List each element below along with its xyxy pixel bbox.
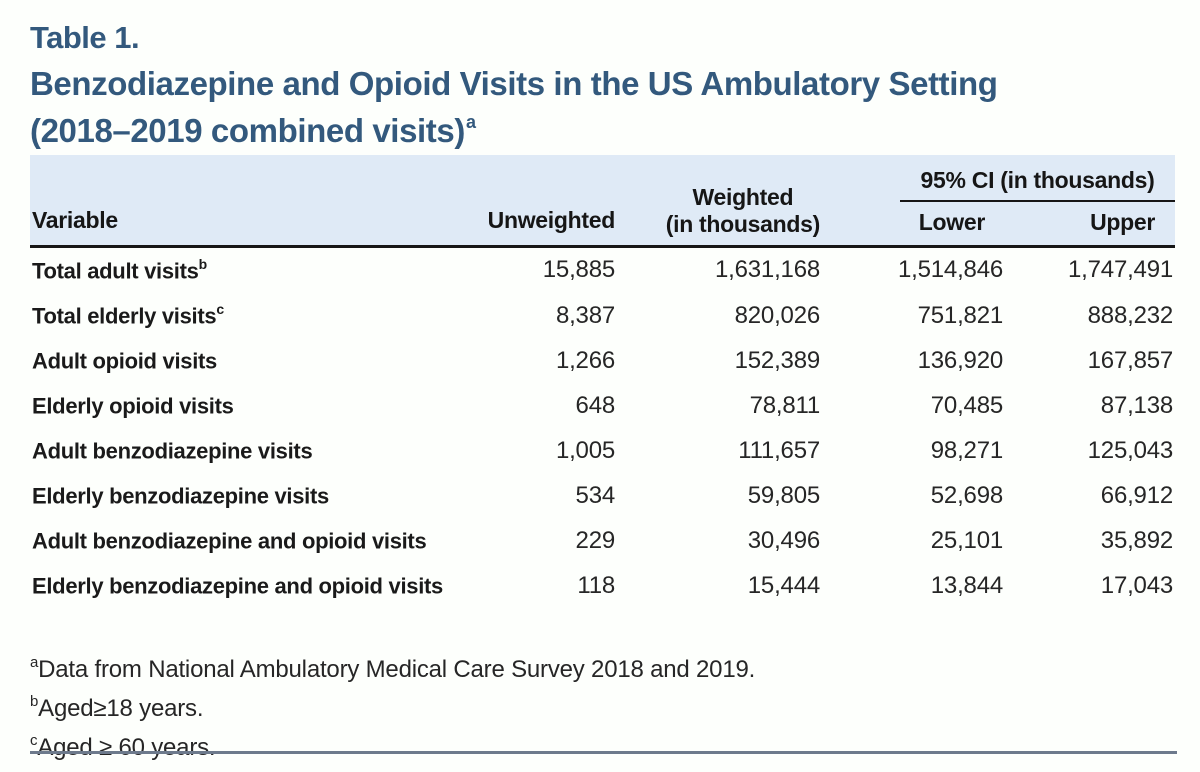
table-row: Elderly benzodiazepine visits 534 59,805… [30, 473, 1175, 518]
table-title-line2: (2018–2019 combined visits) [30, 112, 465, 149]
cell-unweighted: 15,885 [542, 256, 615, 284]
cell-weighted: 15,444 [747, 571, 820, 599]
cell-ci-lower: 70,485 [930, 391, 1003, 419]
column-header-ci-upper: Upper [1005, 202, 1176, 248]
cell-ci-lower: 52,698 [930, 481, 1003, 509]
row-variable: Elderly benzodiazepine visits [32, 483, 329, 509]
cell-unweighted: 648 [575, 391, 616, 419]
row-footnote-marker: b [198, 255, 208, 272]
table-title-line1: Benzodiazepine and Opioid Visits in the … [30, 65, 998, 102]
column-header-ci-group: 95% CI (in thousands) [822, 155, 1176, 202]
data-table: Variable Unweighted Weighted (in thousan… [30, 155, 1176, 608]
column-header-weighted-line1: Weighted [692, 183, 794, 210]
cell-weighted: 78,811 [749, 391, 821, 419]
footnotes: aData from National Ambulatory Medical C… [30, 647, 755, 764]
cell-ci-lower: 13,844 [930, 571, 1003, 599]
title-footnote-marker: a [465, 112, 476, 132]
row-variable: Total elderly visitsc [32, 300, 224, 329]
row-variable: Adult opioid visits [32, 348, 217, 374]
cell-weighted: 30,496 [747, 526, 820, 554]
table-row: Adult benzodiazepine visits 1,005 111,65… [30, 428, 1175, 473]
table-row: Total elderly visitsc 8,387 820,026 751,… [30, 293, 1175, 338]
row-footnote-marker: c [216, 300, 224, 317]
column-header-ci-lower: Lower [822, 202, 1005, 248]
table-row: Elderly benzodiazepine and opioid visits… [30, 563, 1175, 608]
row-variable: Elderly benzodiazepine and opioid visits [32, 573, 443, 599]
row-variable: Elderly opioid visits [32, 393, 234, 419]
cell-ci-upper: 87,138 [1100, 391, 1174, 419]
cell-unweighted: 1,266 [555, 346, 615, 374]
footnote-c-text: Aged ≥ 60 years. [37, 734, 216, 761]
cell-unweighted: 8,387 [555, 301, 615, 329]
column-header-unweighted: Unweighted [460, 155, 617, 248]
footnote-b-text: Aged≥18 years. [38, 695, 204, 722]
cell-weighted: 111,657 [738, 436, 820, 464]
column-header-weighted: Weighted (in thousands) [617, 155, 822, 248]
cell-ci-upper: 167,857 [1087, 346, 1174, 374]
cell-weighted: 152,389 [734, 346, 821, 374]
footnote-c-marker: c [30, 732, 38, 749]
cell-ci-upper: 66,912 [1100, 481, 1174, 509]
table-row: Adult benzodiazepine and opioid visits 2… [30, 518, 1175, 563]
table-body: Total adult visitsb 15,885 1,631,168 1,5… [30, 246, 1175, 608]
cell-ci-upper: 1,747,491 [1068, 256, 1174, 284]
cell-ci-lower: 136,920 [917, 346, 1004, 374]
cell-unweighted: 229 [575, 526, 616, 554]
table-number-label: Table 1. [30, 20, 140, 55]
cell-unweighted: 118 [577, 571, 615, 599]
cell-ci-lower: 1,514,846 [898, 256, 1003, 284]
cell-unweighted: 1,005 [555, 436, 615, 464]
cell-unweighted: 534 [575, 481, 616, 509]
cell-ci-lower: 25,101 [930, 526, 1003, 554]
footnote-a-text: Data from National Ambulatory Medical Ca… [38, 656, 756, 683]
cell-weighted: 59,805 [747, 481, 820, 509]
column-header-weighted-line2: (in thousands) [665, 210, 821, 237]
footnote-a: aData from National Ambulatory Medical C… [30, 647, 755, 686]
footnote-a-marker: a [30, 654, 39, 671]
bottom-divider [30, 751, 1177, 754]
cell-ci-upper: 17,043 [1100, 571, 1174, 599]
footnote-b-marker: b [30, 693, 39, 710]
cell-ci-upper: 35,892 [1100, 526, 1174, 554]
table-row: Elderly opioid visits 648 78,811 70,485 … [30, 383, 1175, 428]
table-row: Adult opioid visits 1,266 152,389 136,92… [30, 338, 1175, 383]
column-header-variable: Variable [30, 155, 460, 248]
row-variable: Adult benzodiazepine visits [32, 438, 313, 464]
cell-ci-upper: 125,043 [1087, 436, 1174, 464]
cell-ci-lower: 98,271 [930, 436, 1003, 464]
footnote-c: cAged ≥ 60 years. [30, 725, 755, 764]
footnote-b: bAged≥18 years. [30, 686, 755, 725]
cell-ci-upper: 888,232 [1087, 301, 1174, 329]
table-row: Total adult visitsb 15,885 1,631,168 1,5… [30, 246, 1175, 293]
row-variable: Adult benzodiazepine and opioid visits [32, 528, 427, 554]
table-header: Variable Unweighted Weighted (in thousan… [30, 155, 1176, 248]
cell-weighted: 1,631,168 [715, 256, 820, 284]
ci-group-label: 95% CI (in thousands) [900, 155, 1176, 202]
table-title: Benzodiazepine and Opioid Visits in the … [30, 64, 998, 151]
row-variable: Total adult visitsb [32, 255, 208, 283]
cell-weighted: 820,026 [734, 301, 821, 329]
cell-ci-lower: 751,821 [917, 301, 1004, 329]
